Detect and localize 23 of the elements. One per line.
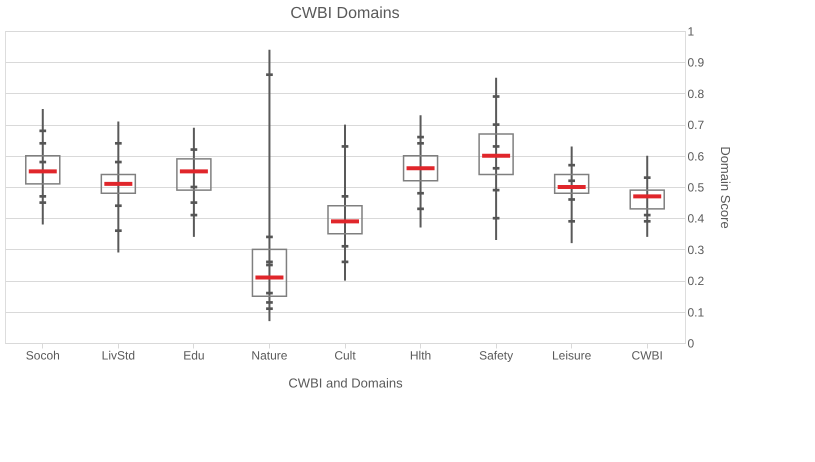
y-tick-label: 0.4 — [688, 212, 705, 226]
x-tick-label: Leisure — [552, 348, 592, 362]
y-tick-label: 0.9 — [688, 56, 705, 70]
y-tick-label: 0.3 — [688, 242, 705, 257]
y-tick-label: 0.2 — [688, 274, 705, 288]
y-tick-label: 0.5 — [688, 180, 705, 194]
x-tick-label: Edu — [183, 348, 205, 362]
x-tick-label: LivStd — [102, 348, 136, 362]
x-tick-label: Socoh — [26, 348, 60, 362]
chart-title: CWBI Domains — [290, 5, 400, 22]
x-tick-label: CWBI — [632, 348, 663, 362]
x-axis-title: CWBI and Domains — [288, 376, 404, 390]
x-tick-label: Safety — [479, 348, 514, 362]
x-tick-label: Nature — [251, 348, 288, 362]
x-tick-label: Hlth — [410, 348, 432, 362]
y-tick-label: 0.6 — [688, 149, 705, 164]
x-tick-label: Cult — [334, 348, 356, 362]
y-tick-label: 0.1 — [688, 305, 705, 320]
y-axis-title: Domain Score — [718, 146, 734, 229]
y-tick-label: 0.7 — [688, 118, 705, 132]
y-tick-label: 1 — [688, 24, 694, 38]
y-tick-label: 0 — [688, 336, 694, 350]
y-tick-label: 0.8 — [688, 86, 705, 101]
